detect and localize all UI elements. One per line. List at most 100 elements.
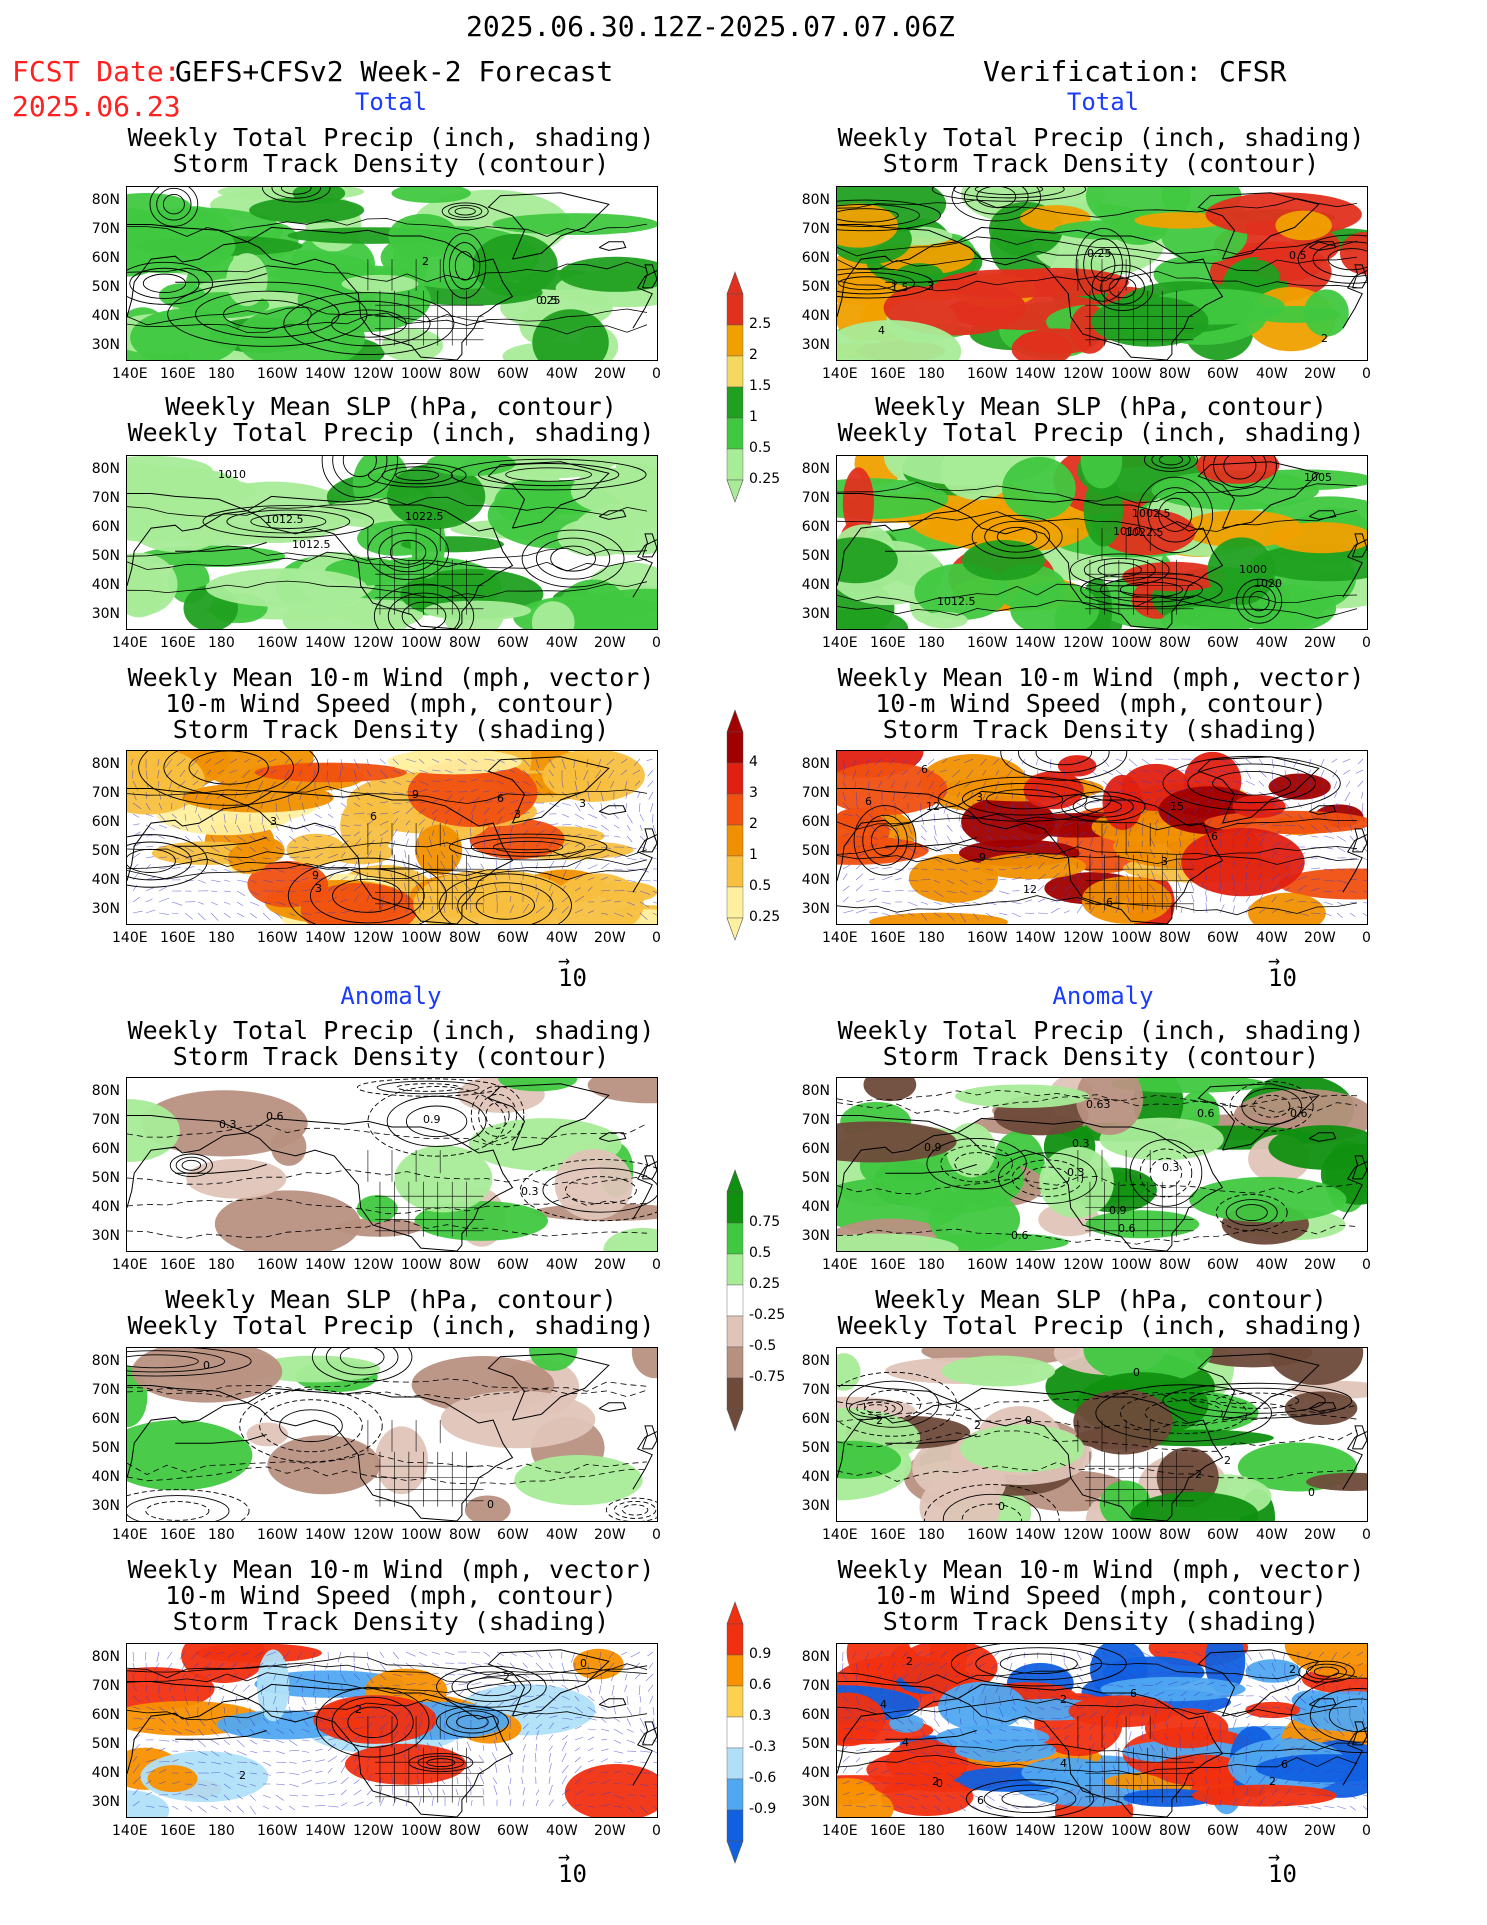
lon-label: 60W (497, 635, 529, 651)
fcst-total-wind-contour-label: 3 (514, 808, 521, 821)
verif-total-wind-title-line: Weekly Mean 10-m Wind (mph, vector) (837, 663, 1365, 692)
colorbar-segment (726, 1377, 744, 1410)
fcst-total-precip-title-line: Storm Track Density (contour) (172, 149, 610, 178)
lon-label: 160E (160, 1257, 196, 1273)
colorbar-label: 2.5 (749, 316, 772, 332)
colorbar-bottom-triangle (726, 917, 744, 941)
lat-label: 80N (801, 192, 830, 208)
lat-label: 60N (801, 1707, 830, 1723)
lon-label: 40W (1256, 1527, 1288, 1543)
colorbar-top-triangle (726, 709, 744, 733)
colorbar-segment (726, 355, 744, 388)
vector-reference-value: 10 (558, 1860, 587, 1888)
lon-label: 140W (305, 1257, 346, 1273)
verif-anom-wind-contour-label: 2 (1060, 1693, 1067, 1706)
fcst-date: 2025.06.23 (12, 90, 181, 123)
verif-total-precip-contour-label: 1.5 (891, 281, 909, 294)
lon-label: 100W (401, 366, 442, 382)
colorbar-label: 0.9 (749, 1646, 772, 1662)
lon-label: 20W (594, 635, 626, 651)
fcst-total-precip-svg: 0.50.25 2 (127, 187, 657, 360)
verif-anom-wind-contour-label: 2 (932, 1775, 939, 1788)
colorbar-segment (726, 886, 744, 919)
fcst-total-precip-title-line: Weekly Total Precip (inch, shading) (127, 123, 655, 152)
lon-label: 80W (449, 1257, 481, 1273)
lat-label: 80N (91, 1353, 120, 1369)
verif-anom-wind-contour-label: 2 (1289, 1663, 1296, 1676)
lon-label: 40W (1256, 930, 1288, 946)
lon-label: 180 (918, 366, 945, 382)
lon-label: 120W (353, 366, 394, 382)
lon-label: 40W (546, 635, 578, 651)
lat-label: 30N (801, 337, 830, 353)
lon-label: 160E (870, 1527, 906, 1543)
lon-label: 180 (208, 930, 235, 946)
colorbar-segment (726, 1747, 744, 1780)
lon-label: 120W (1063, 1823, 1104, 1839)
fcst-total-wind-contour-label: 3 (579, 797, 586, 810)
lon-label: 160W (967, 1257, 1008, 1273)
fcst-total-precip-contour-label: 0.5 (540, 294, 558, 307)
verif-anom-wind-title-line: Weekly Mean 10-m Wind (mph, vector) (837, 1555, 1365, 1584)
fcst-anom-precip-title-line: Weekly Total Precip (inch, shading) (127, 1016, 655, 1045)
vector-reference-value: 10 (558, 964, 587, 992)
colorbar-label: 4 (749, 754, 758, 770)
lat-label: 40N (801, 872, 830, 888)
lon-label: 140W (305, 635, 346, 651)
vector-reference-value: 10 (1268, 964, 1297, 992)
colorbar-label: 1 (749, 847, 758, 863)
lat-label: 60N (91, 250, 120, 266)
colorbar-segment (726, 1654, 744, 1687)
lat-label: 60N (801, 519, 830, 535)
lat-label: 70N (91, 1112, 120, 1128)
lat-label: 70N (801, 1678, 830, 1694)
lat-label: 80N (801, 1649, 830, 1665)
lat-label: 70N (91, 785, 120, 801)
verif-total-precip-contour-label: 2 (1321, 332, 1328, 345)
verif-anom-precip-map: 0.63 0.3 0.6 0.6 0.3 0.9 0.6 0.3 0.9 0.6 (836, 1077, 1368, 1252)
lon-label: 120W (353, 635, 394, 651)
verif-anom-wind-contour-label: 6 (977, 1794, 984, 1807)
verif-anom-precip-contour-label: 0.3 (1072, 1137, 1090, 1150)
fcst-anom-wind-contour-label: 2 (503, 1671, 510, 1684)
lon-label: 0 (652, 1257, 661, 1273)
lon-label: 100W (1111, 366, 1152, 382)
colorbar-top-triangle (726, 1169, 744, 1193)
lat-label: 30N (801, 606, 830, 622)
lat-label: 30N (801, 901, 830, 917)
lon-label: 180 (208, 366, 235, 382)
lat-label: 40N (91, 308, 120, 324)
fcst-total-slp-title: Weekly Mean SLP (hPa, contour) Weekly Tot… (86, 394, 696, 446)
verif-total-slp-contour-label: 1000 (1239, 563, 1267, 576)
lon-label: 80W (1159, 635, 1191, 651)
lat-label: 80N (801, 1083, 830, 1099)
lat-label: 50N (91, 548, 120, 564)
lon-label: 180 (918, 1823, 945, 1839)
verif-anom-wind-contour-label: 6 (1130, 1687, 1137, 1700)
lat-label: 50N (91, 1736, 120, 1752)
colorbar-segment (726, 417, 744, 450)
colorbar-segment (726, 1623, 744, 1656)
colorbar-segment (726, 1222, 744, 1255)
lon-label: 60W (1207, 366, 1239, 382)
fcst-anom-precip-contour-label: 0.6 (266, 1110, 284, 1123)
colorbar-label: -0.3 (749, 1739, 777, 1755)
lon-label: 120W (1063, 930, 1104, 946)
lon-label: 100W (1111, 1823, 1152, 1839)
verif-total-wind-contour-label: 3 (976, 791, 983, 804)
verif-anom-precip-contour-label: 0.3 (1067, 1166, 1085, 1179)
lat-label: 80N (91, 192, 120, 208)
fcst-anom-wind-contour-label: 0 (580, 1657, 587, 1670)
lat-label: 60N (801, 1411, 830, 1427)
verif-anom-slp-contour-label: 0 (1025, 1414, 1032, 1427)
fcst-total-wind-contour-label: 3 (270, 815, 277, 828)
lat-label: 70N (801, 221, 830, 237)
fcst-total-slp-map: 1012.5 1010 1012.5 1022.5 (126, 455, 658, 630)
colorbar-label: 0.5 (749, 878, 772, 894)
lat-label: 30N (801, 1794, 830, 1810)
colorbar-label: 0.75 (749, 1214, 781, 1230)
lon-label: 0 (1362, 635, 1371, 651)
verif-total-wind-contour-label: 6 (1106, 896, 1113, 909)
colorbar-bottom-triangle (726, 1840, 744, 1864)
vector-reference-value: 10 (1268, 1860, 1297, 1888)
